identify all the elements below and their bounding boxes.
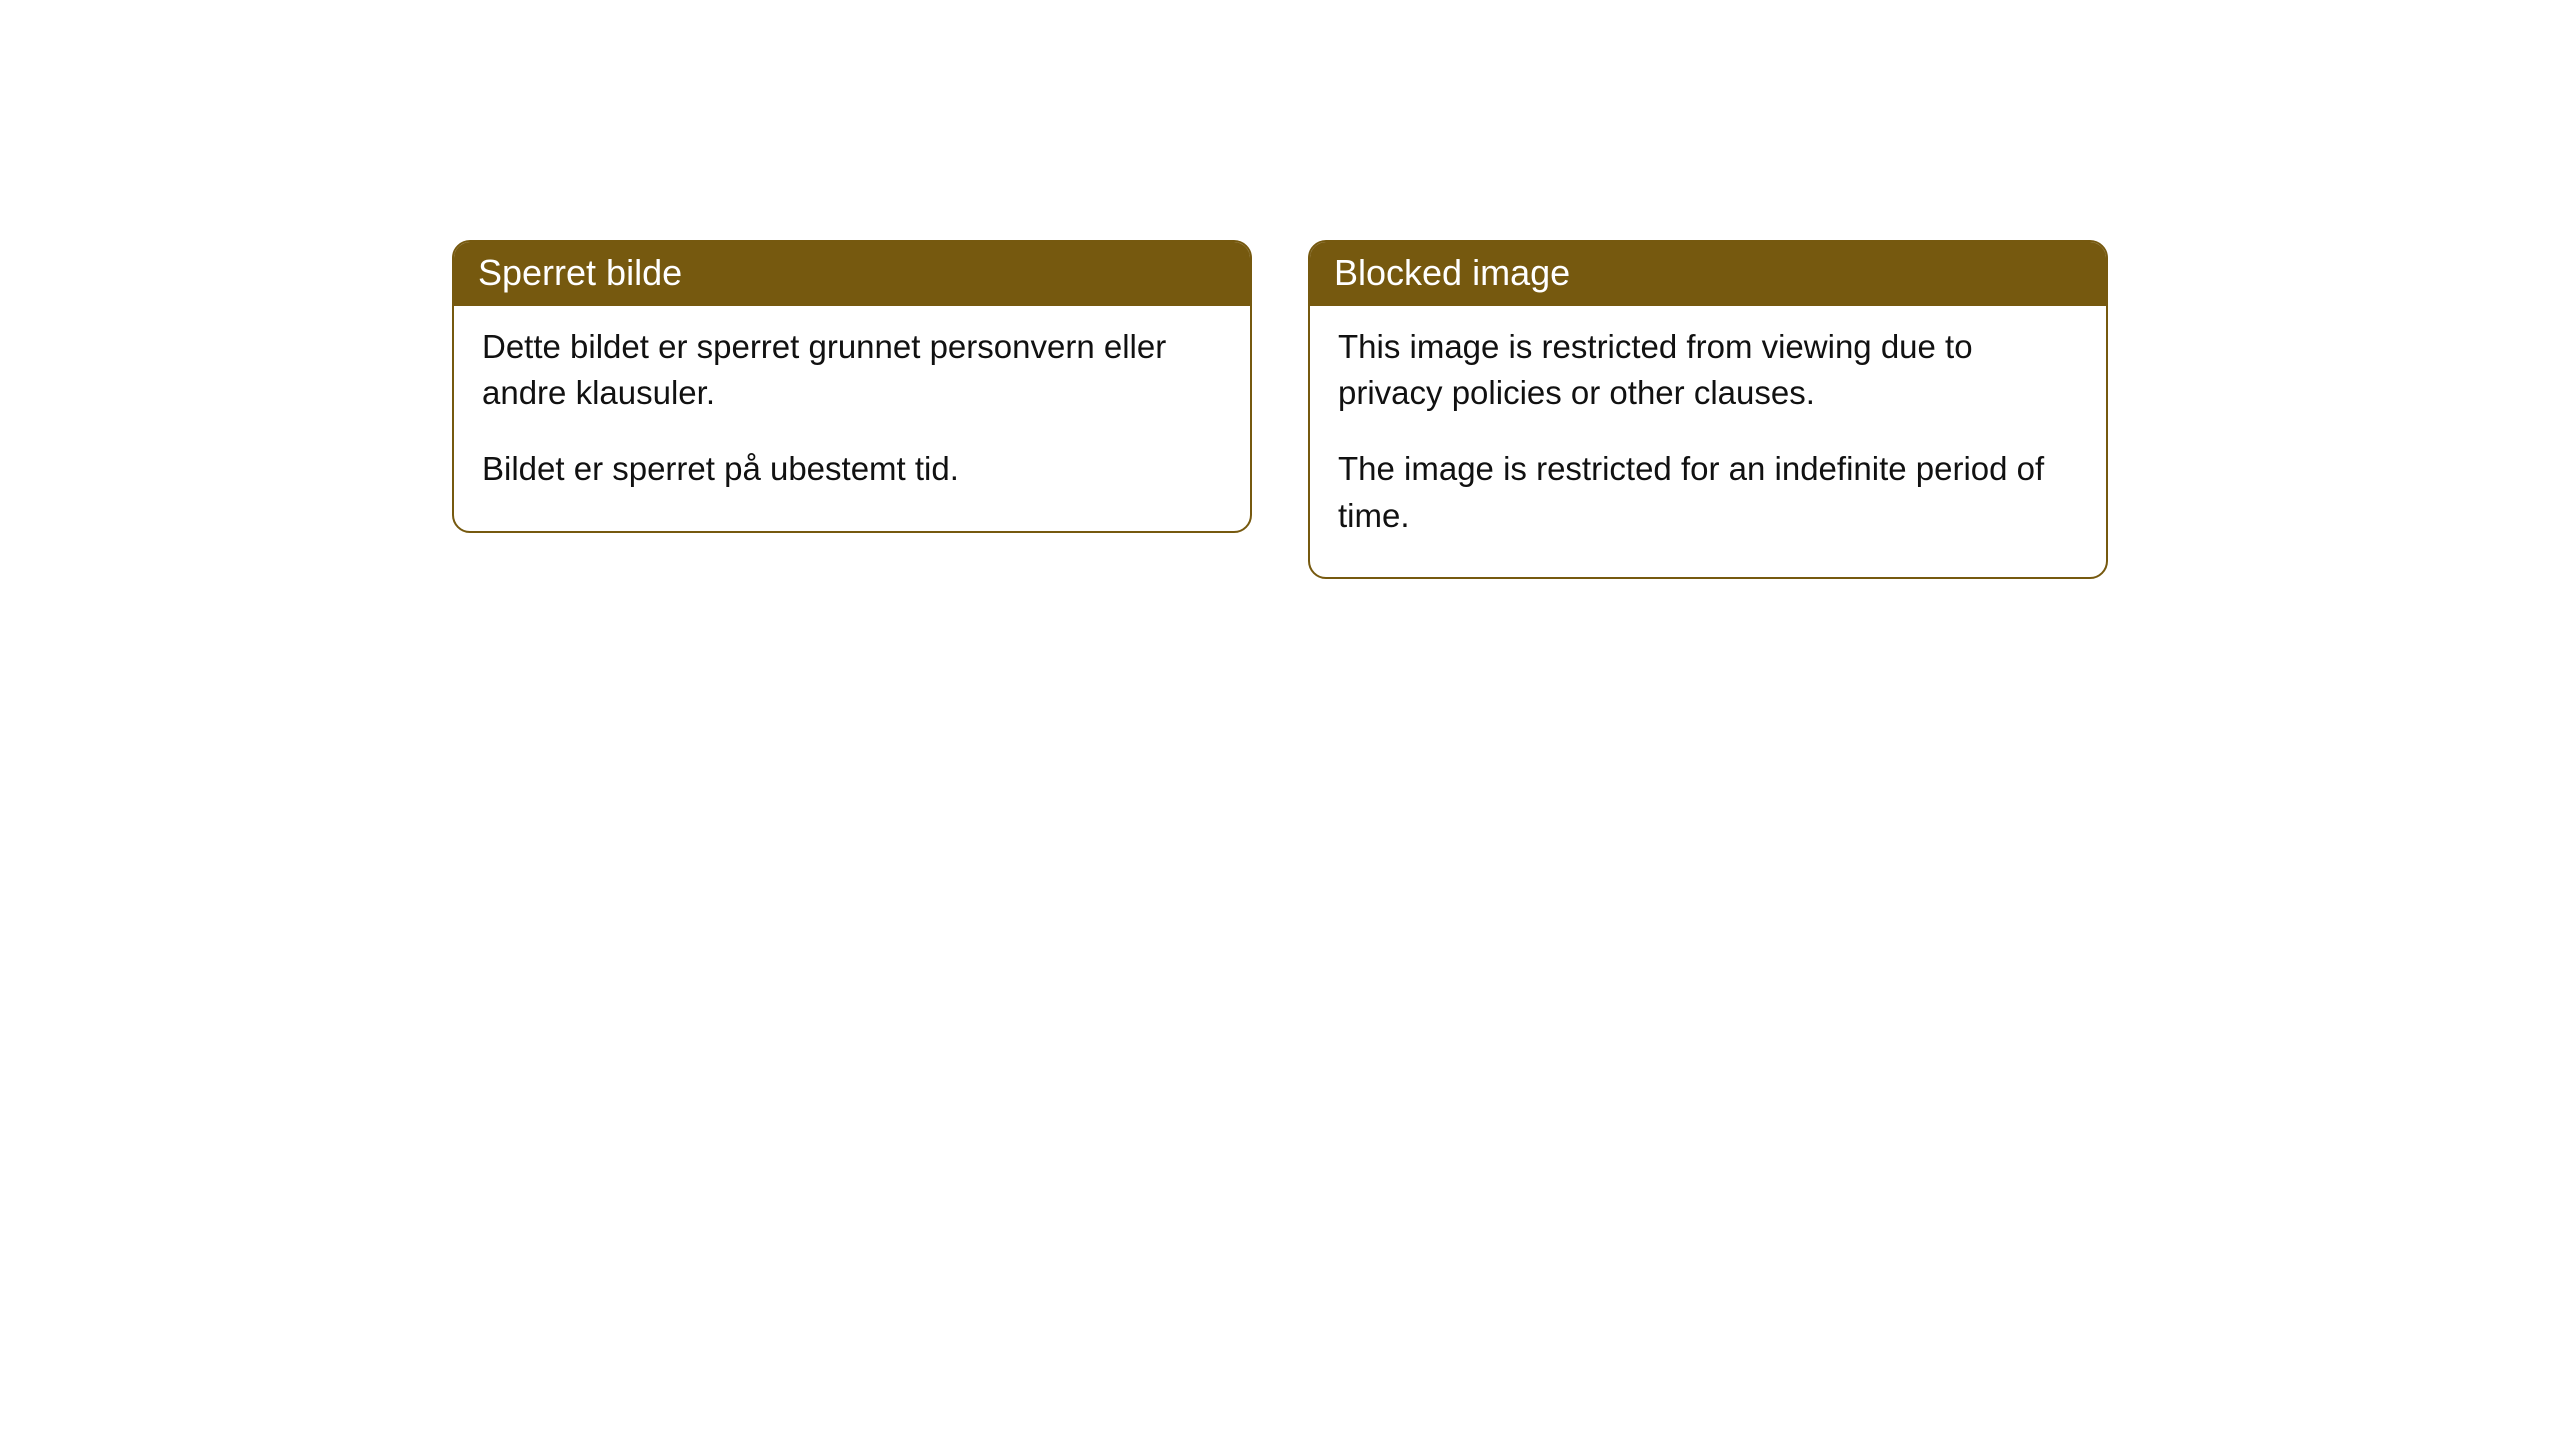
blocked-image-card-en: Blocked image This image is restricted f… (1308, 240, 2108, 579)
card-paragraph-no-2: Bildet er sperret på ubestemt tid. (482, 446, 1222, 492)
blocked-image-card-no: Sperret bilde Dette bildet er sperret gr… (452, 240, 1252, 533)
card-header-en: Blocked image (1310, 242, 2106, 306)
card-header-no: Sperret bilde (454, 242, 1250, 306)
card-paragraph-en-1: This image is restricted from viewing du… (1338, 324, 2078, 416)
card-body-en: This image is restricted from viewing du… (1310, 306, 2106, 577)
card-paragraph-en-2: The image is restricted for an indefinit… (1338, 446, 2078, 538)
card-title-no: Sperret bilde (478, 252, 682, 293)
card-paragraph-no-1: Dette bildet er sperret grunnet personve… (482, 324, 1222, 416)
card-body-no: Dette bildet er sperret grunnet personve… (454, 306, 1250, 531)
card-title-en: Blocked image (1334, 252, 1570, 293)
